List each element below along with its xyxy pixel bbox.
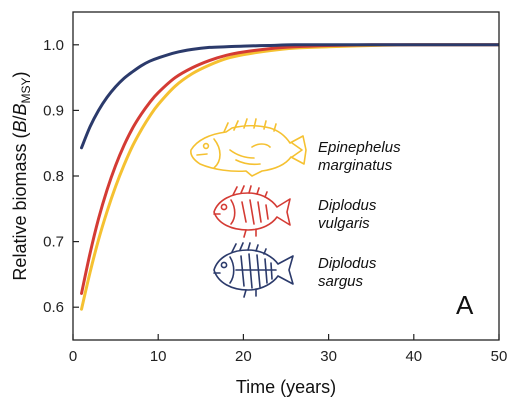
grouper-fish-icon [190, 118, 307, 177]
x-tick-label: 20 [235, 348, 252, 365]
series-line-diplodus-vulgaris [80, 43, 499, 295]
legend: Epinephelus marginatus Diplodus vulgaris… [190, 118, 405, 298]
y-tick-label: 0.8 [43, 168, 64, 185]
y-tick-label: 0.9 [43, 102, 64, 119]
series-layer [80, 43, 499, 311]
panel-label: A [456, 290, 474, 320]
x-tick-label: 50 [491, 348, 508, 365]
seabream-fish-icon [213, 185, 291, 238]
x-axis-title: Time (years) [236, 377, 336, 397]
series-line-diplodus-sargus [80, 43, 499, 150]
x-tick-label: 10 [150, 348, 167, 365]
legend-label-epinephelus-marginatus: Epinephelus marginatus [318, 139, 405, 174]
y-tick-label: 1.0 [43, 37, 64, 54]
y-axis-ticks: 0.6 0.7 0.8 0.9 1.0 [43, 37, 79, 316]
plot-frame [72, 11, 500, 341]
series-line-epinephelus-marginatus [80, 43, 499, 311]
y-tick-label: 0.7 [43, 234, 64, 251]
y-axis-title: Relative biomass (B/BMSY) [10, 71, 33, 280]
legend-label-diplodus-sargus: Diplodus sargus [318, 255, 381, 290]
x-tick-label: 0 [69, 348, 77, 365]
y-tick-label: 0.6 [43, 299, 64, 316]
x-axis-ticks: 0 10 20 30 40 50 [69, 334, 508, 365]
x-tick-label: 30 [320, 348, 337, 365]
x-tick-label: 40 [405, 348, 422, 365]
striped-seabream-fish-icon [213, 242, 294, 298]
legend-label-diplodus-vulgaris: Diplodus vulgaris [318, 197, 381, 232]
